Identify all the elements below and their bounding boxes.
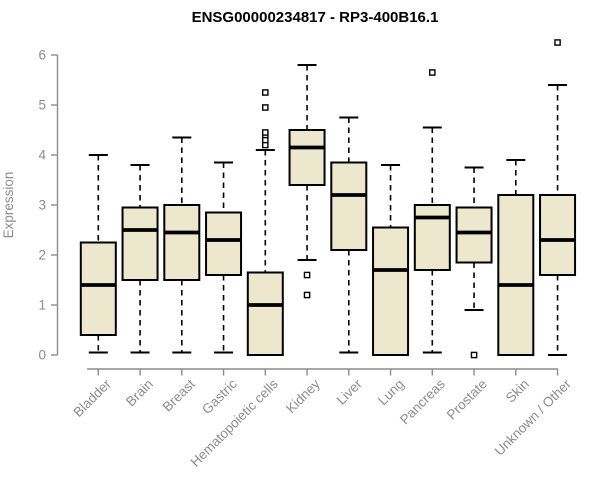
y-tick-label: 4 bbox=[38, 148, 46, 163]
iqr-box bbox=[246, 271, 284, 356]
outlier-point bbox=[262, 129, 269, 136]
boxplot-breast bbox=[163, 136, 201, 354]
iqr-box bbox=[330, 161, 368, 251]
boxplot-liver bbox=[330, 116, 368, 354]
x-axis bbox=[87, 368, 559, 376]
iqr-box bbox=[497, 194, 535, 356]
boxplot-kidney bbox=[288, 64, 326, 299]
iqr-box bbox=[288, 129, 326, 186]
iqr-box bbox=[163, 204, 201, 281]
outlier-point bbox=[554, 39, 561, 46]
boxplot-lung bbox=[372, 164, 410, 356]
iqr-box bbox=[79, 241, 117, 336]
outlier-point bbox=[262, 89, 269, 96]
iqr-box bbox=[455, 206, 493, 264]
y-tick-label: 1 bbox=[38, 298, 46, 313]
y-tick-label: 5 bbox=[38, 98, 46, 113]
boxplot-unknown-other bbox=[539, 39, 577, 356]
boxplot-gastric bbox=[205, 161, 243, 354]
chart-title: ENSG00000234817 - RP3-400B16.1 bbox=[191, 9, 439, 26]
iqr-box bbox=[205, 211, 243, 276]
boxplot-skin bbox=[497, 159, 535, 356]
y-tick-label: 2 bbox=[38, 248, 46, 263]
y-axis: 0 1 2 3 4 5 6 bbox=[38, 48, 59, 363]
boxplot-pancreas bbox=[413, 69, 451, 354]
outlier-point bbox=[303, 271, 311, 279]
iqr-box bbox=[539, 194, 577, 276]
iqr-box bbox=[413, 204, 451, 271]
outlier-point bbox=[429, 69, 436, 76]
outlier-point bbox=[470, 351, 478, 359]
y-tick-label: 6 bbox=[38, 48, 46, 63]
boxplot-brain bbox=[121, 164, 159, 354]
boxplot-hematopoietic-cells bbox=[246, 89, 284, 356]
iqr-box bbox=[121, 206, 159, 281]
iqr-box bbox=[372, 226, 410, 356]
outlier-point bbox=[262, 104, 269, 111]
y-tick-label: 3 bbox=[38, 198, 46, 213]
boxplot-prostate bbox=[455, 166, 493, 359]
outlier-point bbox=[303, 291, 311, 299]
y-tick-label: 0 bbox=[38, 348, 46, 363]
boxplot-bladder bbox=[79, 154, 117, 354]
